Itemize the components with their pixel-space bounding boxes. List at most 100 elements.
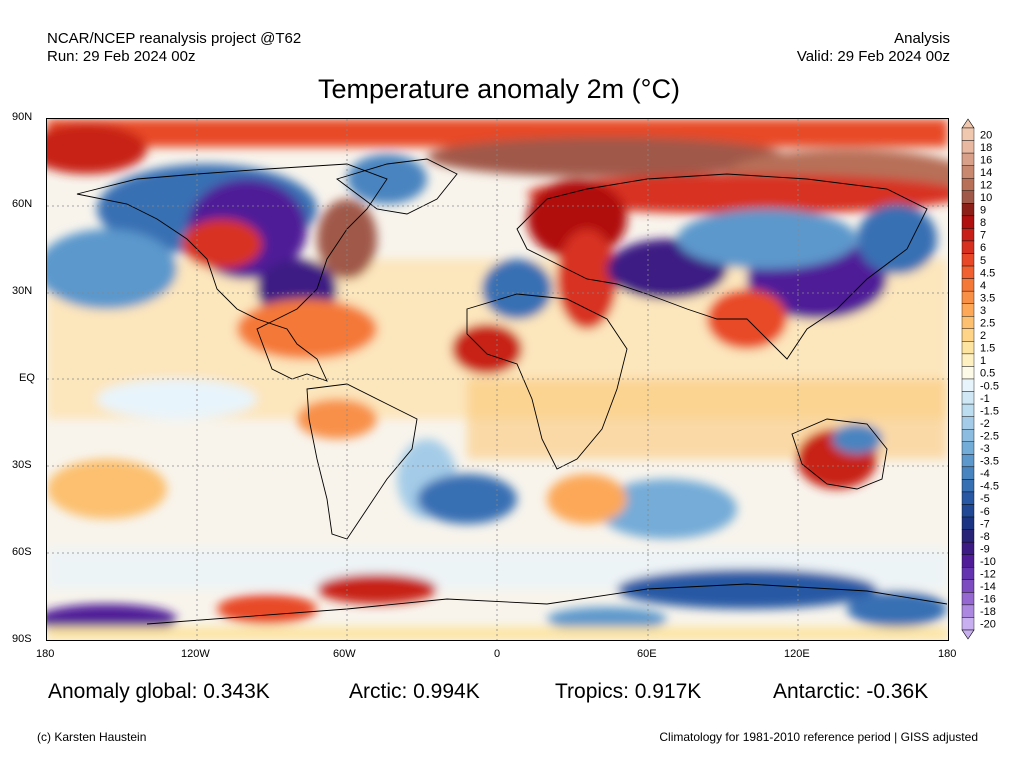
colorbar-swatch	[961, 140, 975, 154]
colorbar-tick-label: -4	[980, 468, 990, 480]
colorbar-swatch	[961, 491, 975, 505]
colorbar-tick-label: -2.5	[980, 430, 999, 442]
arctic-anomaly-value: Arctic: 0.994K	[349, 680, 480, 703]
model-source-label: NCAR/NCEP reanalysis project @T62	[47, 30, 302, 47]
colorbar-swatch	[961, 617, 975, 631]
analysis-label: Analysis	[894, 30, 950, 47]
colorbar-swatch	[961, 127, 975, 141]
colorbar-tick-label: 14	[980, 167, 992, 179]
colorbar-tick-label: 4	[980, 280, 986, 292]
colorbar-tick-label: -4.5	[980, 481, 999, 493]
colorbar-swatch	[961, 203, 975, 217]
colorbar-swatch	[961, 554, 975, 568]
colorbar-swatch	[961, 567, 975, 581]
colorbar-swatch	[961, 416, 975, 430]
colorbar-tick-label: -20	[980, 619, 996, 631]
colorbar-tick-label: -3.5	[980, 456, 999, 468]
colorbar: 20 18 16 14 12 10 9 8 7 6 5 4.5 4 3.5 3 2.5 2 1.5 1 0.5 -0.5…	[960, 118, 1020, 648]
lon-label-60e: 60E	[637, 648, 657, 660]
colorbar-tick-label: -6	[980, 506, 990, 518]
colorbar-tick-label: -12	[980, 569, 996, 581]
colorbar-swatch	[961, 353, 975, 367]
lat-label-30n: 30N	[12, 285, 33, 297]
colorbar-tick-label: 2.5	[980, 318, 995, 330]
lon-label-180e: 180	[938, 648, 957, 660]
colorbar-tick-label: -1	[980, 393, 990, 405]
colorbar-swatch	[961, 604, 975, 618]
antarctic-anomaly-value: Antarctic: -0.36K	[773, 680, 929, 703]
colorbar-tick-label: -10	[980, 556, 996, 568]
colorbar-swatch	[961, 454, 975, 468]
colorbar-tick-label: -2	[980, 418, 990, 430]
colorbar-swatch	[961, 378, 975, 392]
lat-label-30s: 30S	[12, 459, 32, 471]
colorbar-tick-label: -8	[980, 531, 990, 543]
lon-label-120w: 120W	[181, 648, 210, 660]
colorbar-tick-label: 6	[980, 242, 986, 254]
colorbar-swatch	[961, 328, 975, 342]
colorbar-swatch	[961, 290, 975, 304]
copyright-label: (c) Karsten Haustein	[37, 730, 147, 744]
colorbar-tick-label: -1.5	[980, 405, 999, 417]
colorbar-tick-label: 3	[980, 305, 986, 317]
colorbar-tick-label: -18	[980, 606, 996, 618]
colorbar-tick-label: 9	[980, 205, 986, 217]
colorbar-tick-label: 0.5	[980, 368, 995, 380]
anomaly-map-canvas	[27, 119, 967, 640]
colorbar-swatch	[961, 516, 975, 530]
colorbar-max-arrow	[961, 118, 975, 129]
lon-label-0: 0	[494, 648, 501, 660]
colorbar-swatch	[961, 265, 975, 279]
colorbar-swatch	[961, 504, 975, 518]
colorbar-swatch	[961, 366, 975, 380]
colorbar-swatch	[961, 541, 975, 555]
colorbar-tick-label: -16	[980, 594, 996, 606]
colorbar-tick-label: 2	[980, 330, 986, 342]
lat-label-60n: 60N	[12, 198, 33, 210]
colorbar-scale: 201816141210987654.543.532.521.510.5-0.5…	[961, 118, 999, 640]
colorbar-tick-label: -7	[980, 518, 990, 530]
colorbar-tick-label: -3	[980, 443, 990, 455]
lon-label-180w: 180	[36, 648, 55, 660]
graticule	[47, 119, 948, 640]
colorbar-swatch	[961, 441, 975, 455]
anomaly-map	[27, 118, 967, 641]
colorbar-tick-label: 8	[980, 217, 986, 229]
lat-label-90s: 90S	[12, 633, 32, 645]
lon-label-120e: 120E	[784, 648, 810, 660]
coastlines	[76, 158, 948, 625]
colorbar-swatch	[961, 228, 975, 242]
colorbar-tick-label: 4.5	[980, 267, 995, 279]
colorbar-tick-label: -14	[980, 581, 996, 593]
colorbar-tick-label: 3.5	[980, 292, 995, 304]
lat-label-eq: EQ	[19, 372, 35, 384]
colorbar-tick-label: -9	[980, 543, 990, 555]
colorbar-tick-label: 12	[980, 179, 992, 191]
colorbar-swatch	[961, 466, 975, 480]
colorbar-tick-label: 7	[980, 230, 986, 242]
colorbar-tick-label: 20	[980, 129, 992, 141]
colorbar-tick-label: 16	[980, 154, 992, 166]
colorbar-swatch	[961, 215, 975, 229]
lat-label-90n: 90N	[12, 111, 33, 123]
colorbar-swatch	[961, 303, 975, 317]
colorbar-swatch	[961, 403, 975, 417]
lon-label-60w: 60W	[333, 648, 356, 660]
colorbar-swatch	[961, 190, 975, 204]
colorbar-tick-label: 18	[980, 142, 992, 154]
colorbar-tick-label: -5	[980, 493, 990, 505]
colorbar-swatch	[961, 152, 975, 166]
valid-time-label: Valid: 29 Feb 2024 00z	[796, 48, 950, 65]
tropics-anomaly-value: Tropics: 0.917K	[555, 680, 702, 703]
colorbar-tick-label: 10	[980, 192, 992, 204]
colorbar-swatch	[961, 240, 975, 254]
colorbar-tick-label: -0.5	[980, 380, 999, 392]
colorbar-swatch	[961, 529, 975, 543]
colorbar-tick-label: 1.5	[980, 343, 995, 355]
climatology-note: Climatology for 1981-2010 reference peri…	[659, 730, 978, 744]
colorbar-swatch	[961, 178, 975, 191]
colorbar-swatch	[961, 165, 975, 179]
colorbar-swatch	[961, 316, 975, 330]
colorbar-swatch	[961, 429, 975, 442]
colorbar-swatch	[961, 479, 975, 493]
